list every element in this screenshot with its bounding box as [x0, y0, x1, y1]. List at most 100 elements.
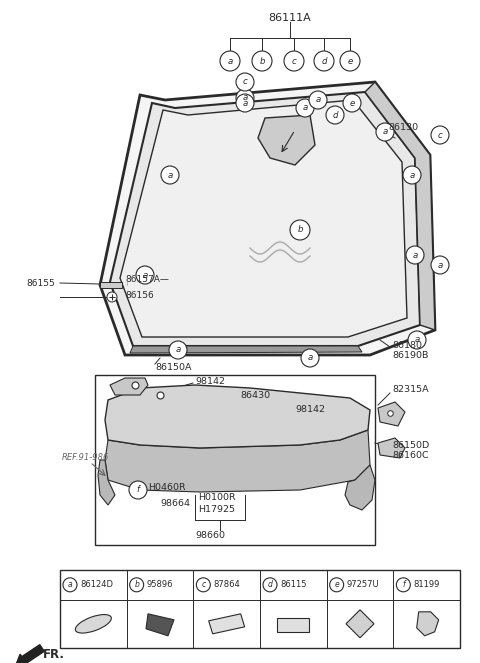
Circle shape — [309, 91, 327, 109]
Text: a: a — [383, 127, 388, 137]
Text: 86157A—: 86157A— — [125, 276, 169, 284]
Circle shape — [129, 481, 147, 499]
Text: b: b — [259, 56, 265, 66]
Ellipse shape — [75, 615, 111, 633]
Text: e: e — [348, 56, 353, 66]
Text: 86430: 86430 — [240, 391, 270, 400]
Polygon shape — [365, 82, 435, 330]
Polygon shape — [258, 115, 315, 165]
Circle shape — [396, 578, 410, 592]
Text: c: c — [242, 78, 247, 86]
Circle shape — [403, 166, 421, 184]
Text: a: a — [143, 271, 148, 280]
Circle shape — [340, 51, 360, 71]
Circle shape — [236, 94, 254, 112]
Polygon shape — [105, 385, 370, 448]
Polygon shape — [98, 460, 115, 505]
Text: H0460R: H0460R — [148, 483, 186, 491]
Text: 86155: 86155 — [26, 278, 55, 288]
Text: f: f — [136, 485, 140, 495]
Bar — [100, 282, 122, 288]
Text: a: a — [409, 170, 415, 180]
Circle shape — [284, 51, 304, 71]
Text: 86115: 86115 — [280, 580, 307, 589]
Text: a: a — [302, 103, 308, 113]
Polygon shape — [277, 618, 309, 632]
Text: 98142: 98142 — [295, 406, 325, 414]
Text: 95896: 95896 — [147, 580, 173, 589]
Circle shape — [263, 578, 277, 592]
Circle shape — [236, 73, 254, 91]
Text: a: a — [228, 56, 233, 66]
Circle shape — [252, 51, 272, 71]
Circle shape — [406, 246, 424, 264]
Text: 98142: 98142 — [195, 377, 225, 387]
Text: a: a — [242, 99, 248, 107]
Text: c: c — [438, 131, 443, 139]
Polygon shape — [345, 465, 375, 510]
FancyArrow shape — [16, 644, 44, 663]
Text: 86124D: 86124D — [80, 580, 113, 589]
Polygon shape — [346, 610, 374, 638]
Text: REF.91-986: REF.91-986 — [62, 453, 109, 463]
Polygon shape — [105, 430, 370, 492]
Text: 87864: 87864 — [213, 580, 240, 589]
Circle shape — [330, 578, 344, 592]
Polygon shape — [130, 346, 362, 353]
Text: 86150D: 86150D — [392, 440, 429, 450]
Polygon shape — [120, 100, 407, 337]
Text: |: | — [125, 280, 127, 286]
Polygon shape — [110, 378, 148, 395]
Text: 86190B: 86190B — [392, 351, 428, 359]
Text: 98660: 98660 — [195, 530, 225, 540]
Text: a: a — [168, 170, 173, 180]
Polygon shape — [209, 614, 245, 634]
Text: 86111A: 86111A — [269, 13, 312, 23]
Text: 97257U: 97257U — [347, 580, 379, 589]
Circle shape — [107, 292, 117, 302]
Text: 86180: 86180 — [392, 341, 422, 349]
Circle shape — [169, 341, 187, 359]
Polygon shape — [146, 614, 174, 636]
Polygon shape — [378, 402, 405, 426]
Circle shape — [343, 94, 361, 112]
Circle shape — [314, 51, 334, 71]
Polygon shape — [417, 612, 439, 636]
Circle shape — [196, 578, 210, 592]
Text: d: d — [332, 111, 338, 119]
Text: a: a — [437, 261, 443, 269]
Text: a: a — [242, 93, 248, 103]
Circle shape — [376, 123, 394, 141]
Circle shape — [296, 99, 314, 117]
Circle shape — [408, 331, 426, 349]
Polygon shape — [110, 92, 420, 346]
Circle shape — [431, 256, 449, 274]
Circle shape — [136, 266, 154, 284]
Text: a: a — [175, 345, 180, 355]
Text: 86160C: 86160C — [392, 450, 429, 459]
Polygon shape — [378, 438, 405, 458]
Text: a: a — [307, 353, 312, 363]
Text: 86156: 86156 — [125, 292, 154, 300]
Text: H17925: H17925 — [198, 505, 235, 514]
Circle shape — [301, 349, 319, 367]
Circle shape — [161, 166, 179, 184]
Text: f: f — [402, 580, 405, 589]
Polygon shape — [100, 82, 435, 355]
Text: d: d — [267, 580, 273, 589]
Text: a: a — [412, 251, 418, 259]
Bar — [60, 570, 460, 648]
Text: c: c — [292, 56, 296, 66]
Circle shape — [326, 106, 344, 124]
Text: b: b — [134, 580, 139, 589]
Circle shape — [290, 220, 310, 240]
Text: a: a — [414, 335, 420, 345]
Circle shape — [130, 578, 144, 592]
Text: 86150A: 86150A — [155, 363, 192, 371]
Circle shape — [220, 51, 240, 71]
Text: 81199: 81199 — [413, 580, 440, 589]
Text: a: a — [68, 580, 72, 589]
Circle shape — [63, 578, 77, 592]
Text: d: d — [321, 56, 327, 66]
Text: FR.: FR. — [43, 648, 65, 662]
